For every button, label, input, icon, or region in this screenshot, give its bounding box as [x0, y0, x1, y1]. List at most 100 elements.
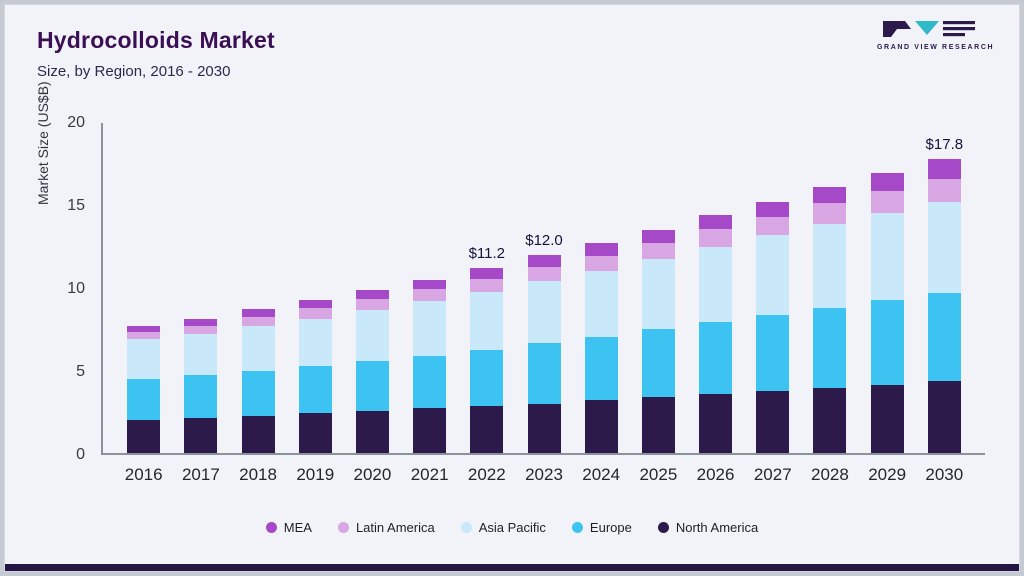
bar-segment-latin-america-2023 [527, 266, 561, 281]
bar-segment-north-america-2019 [298, 413, 332, 453]
bar-segment-europe-2016 [127, 378, 161, 420]
x-label-2026: 2026 [696, 465, 735, 484]
bar-segment-asia-pacific-2029 [870, 212, 904, 301]
legend-dot-mea [265, 522, 277, 533]
bar-2026: 2026 [697, 123, 734, 484]
y-axis-ticks: 0 5 10 15 20 [59, 114, 93, 463]
bar-segment-north-america-2023 [527, 403, 561, 453]
bar-segment-europe-2025 [641, 329, 675, 397]
bar-segment-latin-america-2018 [241, 316, 275, 326]
bar-segment-asia-pacific-2016 [127, 339, 161, 379]
logo-text: GRAND VIEW RESEARCH [877, 44, 995, 51]
legend-item-europe: Europe [571, 520, 632, 535]
x-label-2027: 2027 [753, 465, 792, 484]
bar-segment-europe-2028 [813, 307, 847, 388]
bar-segment-north-america-2016 [127, 420, 161, 453]
grand-view-research-logo: GRAND VIEW RESEARCH [877, 19, 995, 51]
bar-segment-north-america-2021 [413, 408, 447, 453]
bar-2029: 2029 [868, 123, 906, 484]
x-label-2018: 2018 [239, 465, 277, 484]
bar-segment-europe-2020 [355, 361, 389, 411]
bar-segment-mea-2018 [241, 309, 275, 317]
y-axis-title: Market Size (US$B) [35, 81, 51, 205]
x-label-2023: 2023 [525, 465, 563, 484]
bar-segment-mea-2029 [870, 172, 904, 191]
bar-segment-mea-2021 [413, 279, 447, 290]
chart-card: Hydrocolloids Market Size, by Region, 20… [4, 4, 1020, 572]
bar-segment-latin-america-2030 [927, 179, 961, 203]
bar-segment-europe-2024 [584, 336, 618, 401]
bar-segment-north-america-2025 [641, 396, 675, 453]
bar-segment-mea-2022 [470, 268, 504, 279]
bar-segment-mea-2023 [527, 255, 561, 267]
x-label-2021: 2021 [410, 465, 449, 484]
bar-2024: 2024 [582, 123, 620, 484]
bar-segment-latin-america-2026 [699, 229, 733, 247]
legend-item-latin-america: Latin America [337, 520, 435, 535]
bar-segment-mea-2030 [927, 159, 961, 180]
y-tick-10: 10 [67, 280, 85, 297]
bar-segment-latin-america-2020 [355, 298, 389, 311]
bar-2022: $11.2 2022 [468, 123, 506, 484]
bar-segment-asia-pacific-2030 [927, 202, 961, 293]
y-tick-5: 5 [76, 363, 85, 380]
bar-annotation-2023: $12.0 [525, 232, 563, 250]
legend-label-latin-america: Latin America [355, 520, 435, 535]
bar-2017: 2017 [182, 123, 220, 484]
bar-segment-asia-pacific-2027 [756, 235, 790, 316]
y-tick-20: 20 [67, 114, 85, 131]
y-tick-15: 15 [67, 197, 85, 214]
x-label-2029: 2029 [868, 465, 907, 484]
bar-segment-asia-pacific-2028 [813, 223, 847, 308]
legend-dot-asia-pacific [460, 522, 472, 533]
bar-segment-asia-pacific-2026 [699, 246, 733, 322]
bar-segment-asia-pacific-2019 [298, 318, 332, 366]
x-label-2028: 2028 [811, 465, 849, 484]
x-label-2030: 2030 [925, 465, 964, 484]
bar-segment-north-america-2018 [241, 415, 275, 453]
bar-segment-europe-2030 [927, 292, 961, 382]
x-label-2016: 2016 [124, 465, 163, 484]
bar-segment-mea-2024 [584, 243, 618, 256]
bar-segment-latin-america-2017 [184, 325, 218, 335]
chart-title: Hydrocolloids Market [37, 27, 275, 53]
bar-annotation-2030: $17.8 [925, 136, 964, 154]
logo-mark-icon [883, 21, 975, 37]
bar-annotation-2022: $11.2 [468, 245, 506, 263]
bar-segment-asia-pacific-2024 [584, 270, 618, 337]
bar-segment-europe-2022 [470, 349, 504, 406]
bar-segment-north-america-2026 [699, 393, 733, 453]
header: Hydrocolloids Market Size, by Region, 20… [37, 27, 987, 80]
bar-segment-latin-america-2021 [413, 289, 447, 302]
bar-segment-north-america-2017 [184, 418, 218, 453]
bar-segment-mea-2016 [127, 325, 161, 332]
bar-segment-latin-america-2028 [813, 203, 847, 224]
bar-segment-latin-america-2016 [127, 331, 161, 340]
bar-segment-north-america-2024 [584, 400, 618, 453]
bar-2030: $17.8 2030 [925, 123, 964, 484]
bar-segment-north-america-2030 [927, 381, 961, 453]
bar-segment-europe-2029 [870, 300, 904, 385]
bars-container: 2016 2017 2018 2019 2020 2021 $11.2 2022 $12.0 20… [103, 123, 985, 484]
bar-segment-asia-pacific-2020 [355, 310, 389, 362]
legend: MEA Latin America Asia Pacific Europe North … [5, 520, 1019, 535]
bar-segment-asia-pacific-2022 [470, 292, 504, 350]
chart-subtitle: Size, by Region, 2016 - 2030 [37, 63, 231, 80]
bar-segment-mea-2017 [184, 319, 218, 326]
legend-item-north-america: North America [657, 520, 758, 535]
bar-segment-mea-2026 [699, 215, 733, 230]
bar-2023: $12.0 2023 [525, 123, 563, 484]
bottom-accent-strip [5, 564, 1019, 571]
bar-segment-europe-2026 [699, 321, 733, 394]
bar-segment-latin-america-2025 [641, 243, 675, 260]
bar-segment-latin-america-2027 [756, 217, 790, 236]
bar-segment-europe-2021 [413, 355, 447, 409]
bar-segment-asia-pacific-2018 [241, 325, 275, 371]
bar-segment-asia-pacific-2017 [184, 334, 218, 376]
bar-segment-mea-2019 [298, 299, 332, 308]
bar-2028: 2028 [811, 123, 849, 484]
legend-label-asia-pacific: Asia Pacific [478, 520, 546, 535]
bar-segment-europe-2019 [298, 365, 332, 414]
legend-item-mea: MEA [265, 520, 312, 535]
